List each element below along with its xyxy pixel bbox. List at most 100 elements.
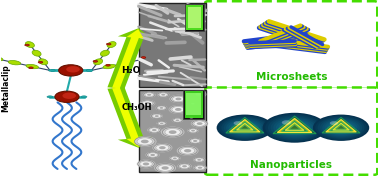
Circle shape — [231, 121, 259, 134]
Circle shape — [147, 127, 161, 133]
Circle shape — [137, 138, 152, 145]
Ellipse shape — [39, 59, 48, 65]
Polygon shape — [229, 120, 260, 132]
Circle shape — [198, 167, 202, 169]
Circle shape — [140, 100, 155, 107]
Circle shape — [193, 92, 204, 97]
Circle shape — [170, 95, 186, 103]
Circle shape — [284, 123, 305, 133]
Circle shape — [188, 102, 197, 106]
Circle shape — [336, 125, 346, 130]
Polygon shape — [107, 87, 152, 148]
Circle shape — [62, 93, 76, 99]
Bar — [139, 90, 206, 172]
Circle shape — [161, 166, 169, 170]
Circle shape — [189, 102, 196, 105]
Circle shape — [159, 93, 167, 97]
Circle shape — [329, 122, 353, 133]
Circle shape — [148, 153, 157, 157]
Circle shape — [189, 138, 201, 144]
Circle shape — [157, 121, 166, 126]
Circle shape — [160, 123, 163, 124]
Ellipse shape — [107, 42, 116, 48]
Circle shape — [169, 105, 188, 114]
Circle shape — [240, 125, 249, 130]
Ellipse shape — [81, 96, 87, 98]
Circle shape — [315, 116, 367, 140]
Polygon shape — [237, 123, 253, 130]
Circle shape — [191, 130, 195, 132]
FancyBboxPatch shape — [205, 87, 377, 175]
Circle shape — [195, 158, 203, 162]
Circle shape — [144, 92, 155, 98]
Circle shape — [197, 122, 203, 125]
Circle shape — [217, 115, 273, 141]
Circle shape — [150, 113, 163, 119]
Circle shape — [322, 119, 360, 137]
Circle shape — [152, 143, 172, 152]
Circle shape — [233, 122, 257, 133]
Bar — [139, 3, 206, 87]
Circle shape — [334, 124, 348, 131]
Polygon shape — [273, 116, 316, 134]
Circle shape — [133, 136, 156, 147]
Polygon shape — [336, 125, 346, 129]
Circle shape — [320, 118, 362, 138]
Circle shape — [187, 116, 195, 119]
Circle shape — [172, 118, 182, 123]
Circle shape — [172, 118, 183, 123]
Circle shape — [156, 121, 167, 126]
Ellipse shape — [86, 69, 93, 71]
Polygon shape — [277, 118, 312, 133]
Circle shape — [191, 120, 209, 128]
Text: Metallaclip: Metallaclip — [1, 64, 10, 112]
Circle shape — [150, 154, 155, 156]
Circle shape — [181, 147, 195, 154]
Ellipse shape — [8, 61, 21, 65]
Circle shape — [194, 121, 205, 126]
Circle shape — [170, 106, 187, 113]
Circle shape — [146, 152, 160, 158]
Ellipse shape — [107, 43, 111, 45]
Circle shape — [332, 123, 350, 132]
Circle shape — [161, 127, 184, 138]
Circle shape — [184, 149, 191, 152]
Circle shape — [186, 115, 197, 120]
Circle shape — [177, 163, 192, 170]
Circle shape — [173, 158, 177, 159]
Circle shape — [158, 122, 165, 125]
Circle shape — [147, 94, 151, 96]
Circle shape — [153, 144, 171, 152]
Circle shape — [195, 166, 204, 170]
Circle shape — [158, 165, 172, 171]
Circle shape — [143, 162, 149, 165]
Circle shape — [268, 115, 321, 140]
Circle shape — [135, 137, 155, 146]
Bar — [186, 5, 203, 30]
Ellipse shape — [25, 42, 34, 48]
Text: Nanoparticles: Nanoparticles — [250, 160, 332, 170]
Circle shape — [158, 92, 169, 97]
Polygon shape — [112, 88, 143, 147]
Circle shape — [282, 120, 291, 125]
Circle shape — [279, 120, 311, 135]
Circle shape — [156, 105, 167, 111]
Ellipse shape — [121, 61, 133, 65]
Circle shape — [143, 92, 156, 98]
Circle shape — [191, 103, 195, 105]
Polygon shape — [226, 118, 264, 133]
Circle shape — [152, 129, 156, 131]
Circle shape — [169, 156, 181, 161]
Circle shape — [187, 101, 198, 106]
Circle shape — [156, 164, 175, 172]
Circle shape — [170, 156, 180, 161]
Ellipse shape — [101, 50, 109, 56]
Circle shape — [178, 146, 197, 155]
Circle shape — [163, 127, 183, 137]
Polygon shape — [326, 120, 356, 132]
Circle shape — [178, 163, 191, 169]
Circle shape — [194, 165, 206, 171]
Ellipse shape — [26, 64, 39, 69]
Ellipse shape — [138, 57, 151, 61]
Circle shape — [182, 165, 187, 167]
